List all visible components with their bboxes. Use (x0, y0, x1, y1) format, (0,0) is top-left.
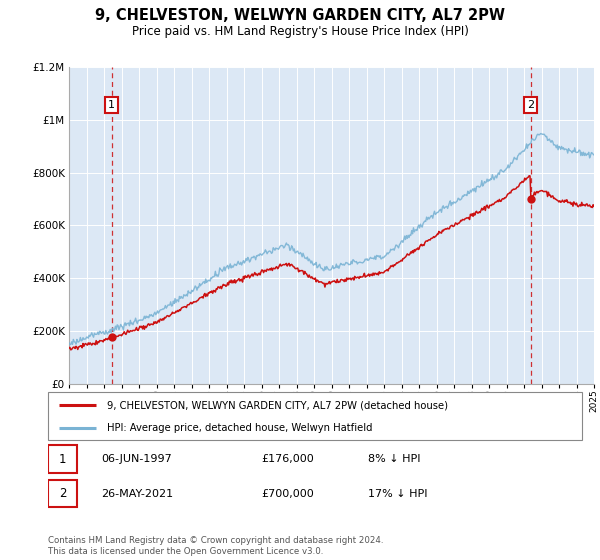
Text: Price paid vs. HM Land Registry's House Price Index (HPI): Price paid vs. HM Land Registry's House … (131, 25, 469, 38)
Text: 8% ↓ HPI: 8% ↓ HPI (368, 454, 421, 464)
Text: 1: 1 (59, 452, 67, 465)
Text: 2: 2 (59, 487, 67, 500)
FancyBboxPatch shape (48, 392, 582, 440)
Text: 26-MAY-2021: 26-MAY-2021 (101, 489, 173, 499)
Text: HPI: Average price, detached house, Welwyn Hatfield: HPI: Average price, detached house, Welw… (107, 423, 372, 433)
Text: Contains HM Land Registry data © Crown copyright and database right 2024.
This d: Contains HM Land Registry data © Crown c… (48, 536, 383, 556)
Text: £700,000: £700,000 (262, 489, 314, 499)
Text: 2: 2 (527, 100, 534, 110)
Text: 9, CHELVESTON, WELWYN GARDEN CITY, AL7 2PW: 9, CHELVESTON, WELWYN GARDEN CITY, AL7 2… (95, 8, 505, 24)
Text: 9, CHELVESTON, WELWYN GARDEN CITY, AL7 2PW (detached house): 9, CHELVESTON, WELWYN GARDEN CITY, AL7 2… (107, 400, 448, 410)
Text: 1: 1 (108, 100, 115, 110)
Text: 06-JUN-1997: 06-JUN-1997 (101, 454, 172, 464)
Text: 17% ↓ HPI: 17% ↓ HPI (368, 489, 428, 499)
FancyBboxPatch shape (48, 480, 77, 507)
Text: £176,000: £176,000 (262, 454, 314, 464)
FancyBboxPatch shape (48, 445, 77, 473)
